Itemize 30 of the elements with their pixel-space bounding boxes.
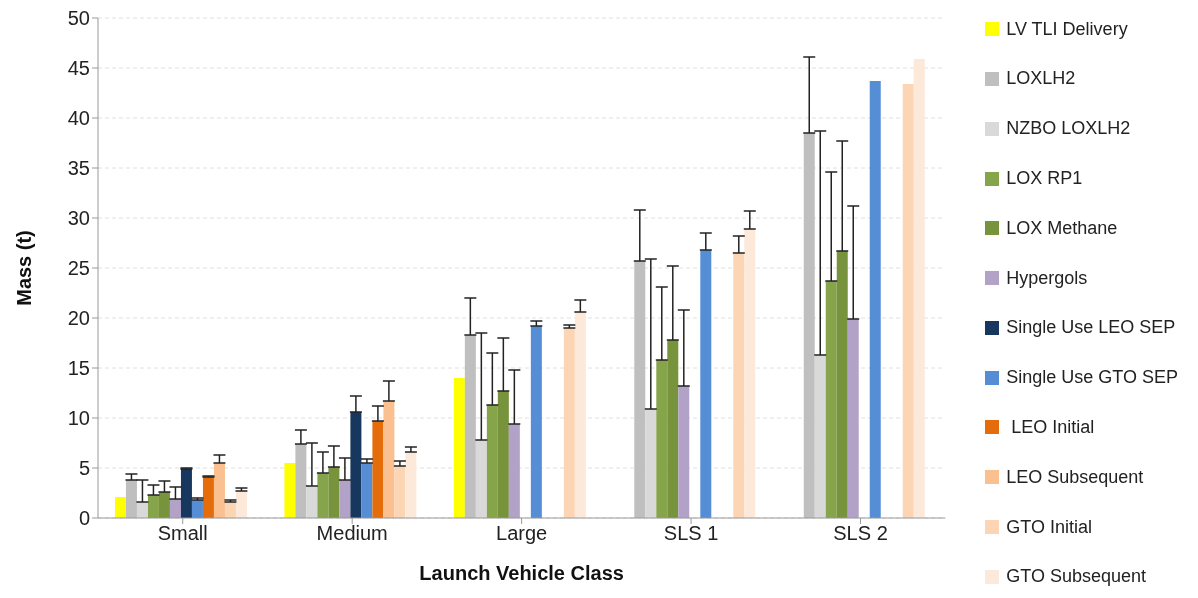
legend-label: Single Use LEO SEP: [1005, 316, 1177, 340]
legend-label: GTO Initial: [1005, 515, 1093, 539]
x-tick-label: Large: [496, 522, 548, 545]
y-tick-label: 15: [67, 357, 90, 380]
y-tick-label: 35: [67, 157, 90, 180]
y-tick-label: 45: [67, 57, 90, 80]
legend-label: LOX RP1: [1005, 167, 1084, 190]
legend-label: NZBO LOXLH2: [1005, 117, 1132, 141]
y-tick-label: 25: [67, 257, 90, 280]
legend-label: LOX Methane: [1005, 216, 1119, 240]
y-tick-label: 40: [67, 107, 90, 130]
legend-label: LV TLI Delivery: [1005, 17, 1129, 41]
y-tick-label: 50: [67, 7, 90, 30]
y-tick-label: 30: [67, 207, 90, 230]
legend-label: Single Use GTO SEP: [1005, 366, 1178, 390]
legend-label: GTO Subsequent: [1005, 565, 1147, 589]
x-tick-label: Medium: [316, 522, 388, 545]
legend-label: LEO Subsequent: [1005, 465, 1145, 489]
legend-label: LOXLH2: [1005, 67, 1077, 91]
x-tick-label: Small: [157, 522, 208, 545]
x-axis-title: Launch Vehicle Class: [419, 562, 624, 584]
legend-label: LEO Initial: [1010, 416, 1096, 439]
x-tick-label: SLS 1: [663, 522, 719, 545]
x-tick-label: SLS 2: [833, 522, 888, 545]
y-tick-label: 5: [78, 457, 90, 480]
legend-label: Hypergols: [1005, 266, 1089, 290]
y-tick-label: 0: [78, 507, 90, 530]
y-tick-label: 10: [67, 407, 90, 430]
y-tick-label: 20: [67, 307, 90, 330]
y-axis-title: Mass (t): [13, 230, 36, 306]
